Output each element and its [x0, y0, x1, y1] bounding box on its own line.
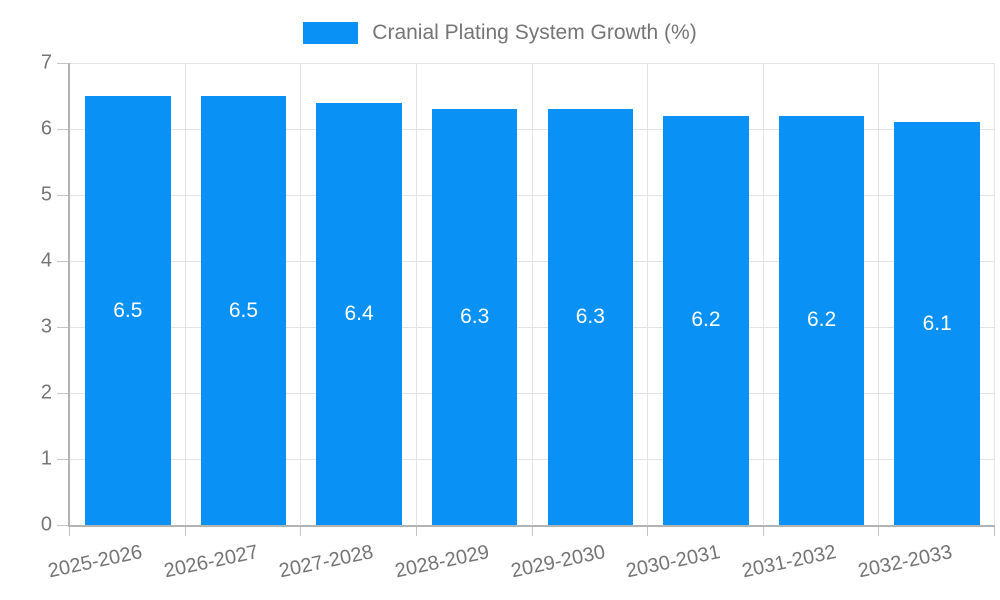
x-axis-tick-label: 2029-2030: [508, 541, 607, 583]
bar-value-label: 6.3: [575, 305, 605, 329]
bar[interactable]: 6.3: [431, 109, 518, 525]
x-gridline: [300, 63, 302, 525]
x-axis-tick-label: 2032-2033: [855, 541, 954, 583]
bar[interactable]: 6.1: [894, 122, 980, 525]
bar[interactable]: 6.5: [200, 96, 287, 525]
x-tick-mark: [184, 527, 186, 536]
y-tick-mark: [57, 129, 68, 130]
y-gridline: [70, 63, 995, 64]
y-gridline: [70, 459, 995, 460]
y-axis-tick-label: 0: [40, 513, 52, 536]
y-gridline: [70, 195, 995, 196]
x-axis-tick-label: 2030-2031: [624, 541, 723, 583]
bar-value-label: 6.2: [806, 308, 837, 332]
plot-area: 0 1 2 3 4 5 6 7 6.5 2025-2026 6.5 2026-2027 6.4 2027-…: [41, 52, 995, 582]
y-tick-mark: [57, 63, 68, 64]
legend-label: Cranial Plating System Growth (%): [372, 21, 697, 44]
x-axis-tick-label: 2031-2032: [739, 541, 839, 583]
x-gridline: [878, 63, 880, 525]
x-tick-mark: [994, 527, 995, 536]
x-gridline: [531, 63, 533, 525]
y-axis-tick-label: 7: [40, 51, 52, 74]
legend-swatch-icon: [303, 22, 359, 44]
bar-value-label: 6.5: [228, 298, 259, 322]
bar[interactable]: 6.3: [547, 109, 634, 525]
bar[interactable]: 6.2: [663, 115, 749, 525]
y-tick-mark: [57, 327, 68, 328]
x-tick-mark: [69, 527, 70, 536]
y-tick-mark: [57, 525, 68, 526]
x-tick-mark: [531, 527, 533, 536]
y-gridline: [70, 261, 995, 262]
x-gridline: [762, 63, 764, 525]
x-axis-tick-label: 2027-2028: [277, 541, 376, 583]
y-axis-tick-label: 6: [40, 117, 52, 140]
x-gridline: [415, 63, 417, 525]
y-axis-tick-label: 2: [40, 381, 52, 404]
x-axis-tick-label: 2025-2026: [46, 541, 145, 583]
x-tick-mark: [762, 527, 764, 536]
y-gridline: [70, 327, 995, 328]
x-tick-mark: [878, 527, 880, 536]
x-tick-mark: [415, 527, 417, 536]
bar-value-label: 6.4: [344, 301, 374, 325]
x-axis-tick-label: 2028-2029: [393, 541, 492, 583]
chart-legend[interactable]: Cranial Plating System Growth (%): [0, 18, 1000, 48]
y-gridline: [70, 129, 995, 130]
x-gridline: [647, 63, 649, 525]
bar[interactable]: 6.2: [778, 115, 865, 525]
y-tick-mark: [57, 195, 68, 196]
bar-value-label: 6.2: [691, 308, 721, 332]
y-axis-tick-label: 5: [40, 183, 52, 206]
x-gridline: [994, 63, 995, 525]
bar[interactable]: 6.4: [316, 102, 402, 525]
bar-value-label: 6.1: [922, 311, 952, 335]
x-tick-mark: [300, 527, 302, 536]
y-axis-tick-label: 3: [40, 315, 52, 338]
x-axis-tick-label: 2026-2027: [161, 541, 261, 583]
bar-value-label: 6.5: [113, 298, 143, 322]
bar[interactable]: 6.5: [85, 96, 171, 525]
x-gridline: [184, 63, 186, 525]
y-gridline: [70, 393, 995, 394]
y-axis-tick-label: 1: [40, 447, 52, 470]
y-tick-mark: [57, 459, 68, 460]
bar-value-label: 6.3: [460, 305, 490, 329]
y-axis-tick-label: 4: [40, 249, 52, 272]
y-tick-mark: [57, 393, 68, 394]
x-tick-mark: [647, 527, 649, 536]
y-tick-mark: [57, 261, 68, 262]
